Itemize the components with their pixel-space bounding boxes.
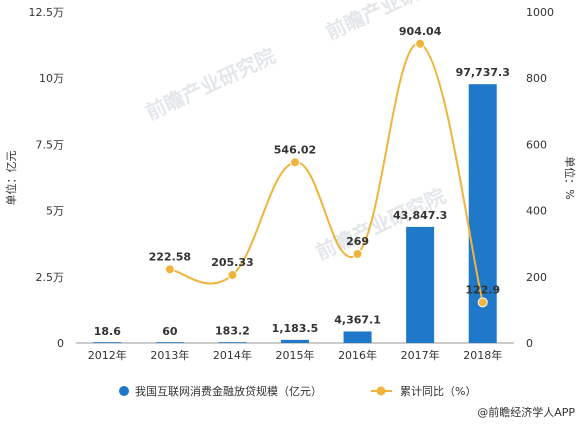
line-point <box>352 248 363 259</box>
line-point <box>290 157 300 168</box>
y-left-tick-label: 2.5万 <box>36 271 65 284</box>
legend-line-label: 累计同比（%） <box>400 385 476 398</box>
watermark-3: 前瞻产业研究院 <box>322 0 459 45</box>
y-axis-right-title: 单位：% <box>563 156 577 199</box>
x-tick-label: 2014年 <box>213 348 252 362</box>
bar <box>406 226 435 343</box>
bar-value-label: 43,847.3 <box>393 209 447 222</box>
bar-value-label: 97,737.3 <box>456 66 510 79</box>
line-value-label: 546.02 <box>274 143 316 156</box>
bar-value-label: 183.2 <box>215 325 250 338</box>
line-point <box>477 297 488 308</box>
x-tick-label: 2016年 <box>338 348 377 362</box>
legend-bar-label: 我国互联网消费金融放贷规模（亿元） <box>135 384 322 398</box>
line-value-label: 269 <box>346 235 369 248</box>
x-tick-label: 2015年 <box>276 348 315 362</box>
line-value-label: 904.04 <box>399 25 442 38</box>
line-point <box>164 264 175 275</box>
x-tick-label: 2017年 <box>401 348 440 362</box>
bar <box>218 342 247 343</box>
line-value-label: 222.58 <box>149 250 191 263</box>
x-tick-label: 2018年 <box>463 348 502 362</box>
x-tick-label: 2012年 <box>88 348 127 362</box>
y-right-tick-label: 200 <box>526 271 547 284</box>
line-point <box>227 270 238 281</box>
bar-value-label: 18.6 <box>94 325 121 338</box>
legend-line-marker <box>376 386 386 396</box>
bar <box>155 342 184 343</box>
y-left-tick-label: 0 <box>57 337 64 350</box>
y-left-tick-label: 12.5万 <box>29 6 65 19</box>
y-right-tick-label: 800 <box>526 72 547 85</box>
legend-bar-marker <box>119 386 129 396</box>
bar <box>93 342 122 343</box>
data-labels: 18.6 60 183.2 1,183.5 4,367.1 43,847.3 97,737.… <box>94 25 510 338</box>
bar-value-label: 1,183.5 <box>272 322 319 335</box>
y-left-tick-label: 5万 <box>46 205 64 218</box>
watermark-1: 前瞻产业研究院 <box>142 44 279 125</box>
x-tick-label: 2013年 <box>150 348 189 362</box>
y-right-tick-label: 0 <box>526 337 533 350</box>
y-right-tick-label: 1000 <box>526 6 554 19</box>
bar-value-label: 4,367.1 <box>334 313 381 326</box>
axes: 2012年 2013年 2014年 2015年 2016年 2017年 2018年 0 2.5万… <box>29 6 555 362</box>
line-point <box>415 38 426 49</box>
source-credit: @前瞻经济学人APP <box>477 405 575 419</box>
y-left-tick-label: 7.5万 <box>36 138 65 151</box>
line-series <box>164 38 488 308</box>
y-left-tick-label: 10万 <box>39 72 64 85</box>
y-right-tick-label: 400 <box>526 205 547 218</box>
y-right-tick-label: 600 <box>526 138 547 151</box>
y-axis-left-title: 单位：亿元 <box>4 151 18 206</box>
line-value-label: 122.9 <box>465 283 500 296</box>
bar-value-label: 60 <box>162 325 178 338</box>
bar <box>281 339 309 343</box>
line-value-label: 205.33 <box>211 256 253 269</box>
bar <box>343 331 372 343</box>
legend: 我国互联网消费金融放贷规模（亿元） 累计同比（%） <box>119 384 476 398</box>
